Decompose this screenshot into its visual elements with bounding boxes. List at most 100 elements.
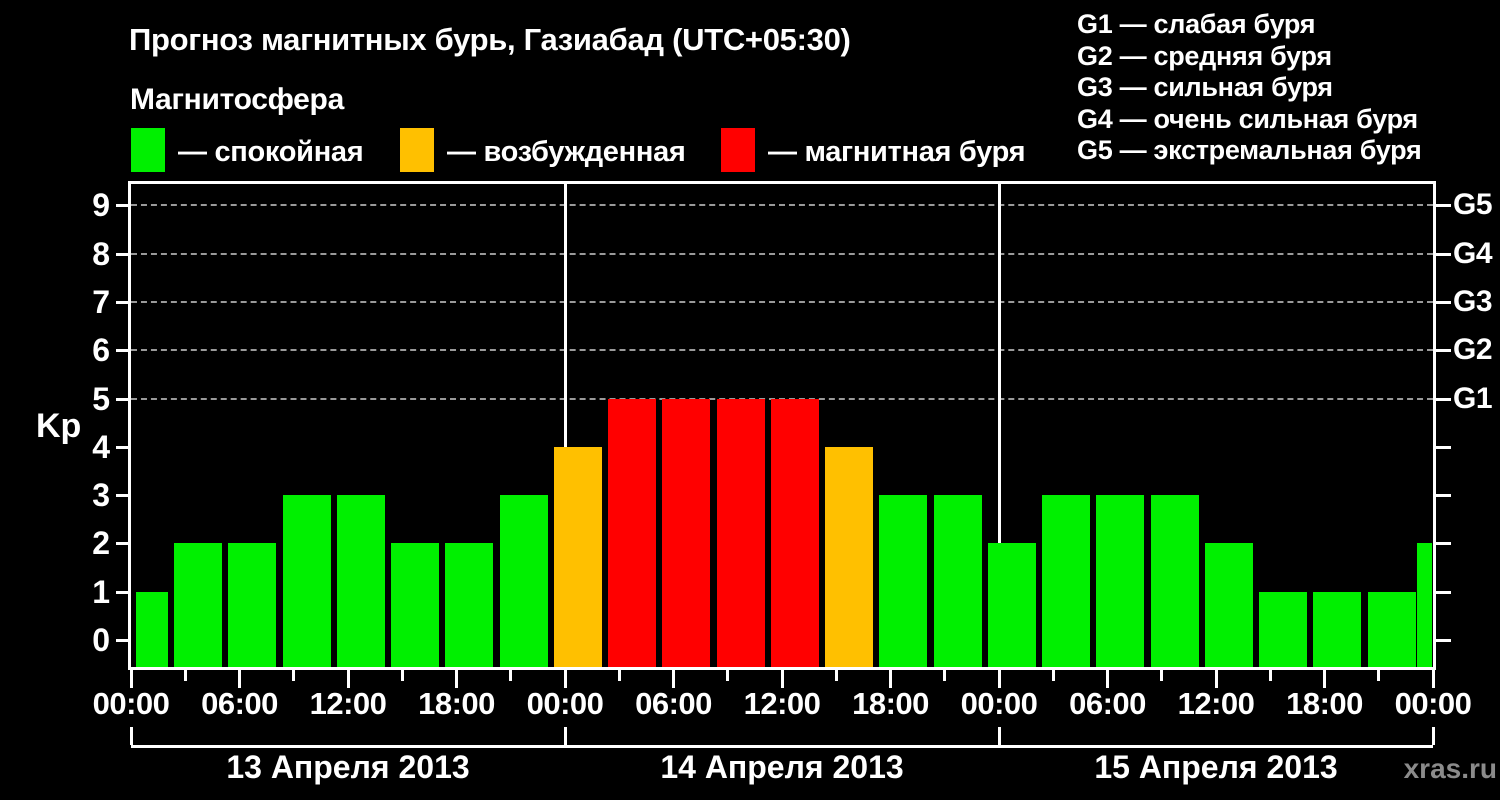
- x-axis-major-tick: [1214, 670, 1218, 688]
- kp-bar: [391, 543, 439, 667]
- x-axis-major-tick: [455, 670, 458, 688]
- x-axis-major-tick: [346, 670, 350, 688]
- kp-bar: [553, 446, 602, 667]
- kp-bar: [282, 495, 331, 667]
- x-axis-minor-tick: [1268, 670, 1272, 681]
- day-separator-line: [997, 184, 1001, 667]
- day-separator-line: [563, 184, 567, 667]
- x-axis-label: 00:00: [1394, 686, 1472, 721]
- x-axis-label: 18:00: [1286, 686, 1363, 721]
- x-axis-major-tick: [1106, 670, 1109, 688]
- legend-swatch-quiet: [131, 128, 165, 172]
- watermark: xras.ru: [1403, 753, 1497, 784]
- x-axis-label: 00:00: [960, 686, 1038, 721]
- x-axis-minor-tick: [1377, 670, 1381, 681]
- y-axis-tick: [116, 204, 131, 208]
- x-axis-label: 06:00: [1069, 686, 1146, 721]
- right-axis-tick: [1436, 445, 1451, 449]
- x-axis-minor-tick: [617, 670, 621, 681]
- right-axis-tick: [1436, 300, 1451, 304]
- g-scale-legend: G1 — слабая буря G2 — средняя буря G3 — си…: [1077, 9, 1422, 167]
- x-axis-major-tick: [1431, 670, 1435, 688]
- kp-bar: [879, 495, 928, 667]
- y-axis-tick: [116, 590, 131, 594]
- kp-bar: [1259, 591, 1307, 667]
- x-axis-label: 18:00: [852, 686, 929, 721]
- legend-label-excited: — возбужденная: [447, 136, 686, 168]
- kp-bar: [662, 398, 711, 667]
- g-legend-line: G2 — средняя буря: [1077, 40, 1332, 71]
- y-axis-tick: [116, 300, 131, 304]
- y-axis-tick: [116, 639, 131, 642]
- x-axis-major-tick: [129, 670, 133, 688]
- gridline-kp-9: [131, 204, 1433, 207]
- date-label: 13 Апреля 2013: [226, 749, 470, 785]
- legend-label-storm: — магнитная буря: [768, 136, 1026, 168]
- gridline-kp-6: [131, 349, 1433, 352]
- right-axis-tick: [1436, 204, 1451, 208]
- date-bracket-tick: [997, 727, 1001, 745]
- x-axis-label: 12:00: [1177, 686, 1255, 721]
- y-axis-tick: [116, 397, 131, 401]
- g-scale-label: G1: [1453, 381, 1493, 415]
- kp-bar: [1150, 495, 1199, 667]
- y-axis-tick: [116, 542, 131, 546]
- y-axis-label: 8: [92, 235, 110, 272]
- date-label: 15 Апреля 2013: [1094, 749, 1338, 785]
- legend-swatch-excited: [400, 128, 434, 172]
- x-axis-major-tick: [1323, 670, 1326, 688]
- kp-bar: [1042, 495, 1090, 667]
- date-bracket-tick: [563, 727, 567, 745]
- x-axis-minor-tick: [400, 670, 404, 681]
- x-axis-label: 00:00: [92, 686, 170, 721]
- kp-bar: [770, 398, 819, 667]
- g-legend-line: G5 — экстремальная буря: [1077, 135, 1422, 166]
- kp-bar: [716, 398, 765, 667]
- page-title: Прогноз магнитных бурь, Газиабад (UTC+05…: [129, 22, 851, 57]
- date-bracket-tick: [129, 727, 133, 745]
- x-axis-major-tick: [889, 670, 892, 688]
- x-axis-minor-tick: [183, 670, 187, 681]
- g-legend-line: G1 — слабая буря: [1077, 9, 1316, 39]
- right-axis-tick: [1436, 494, 1451, 498]
- y-axis-title: Kp: [36, 407, 82, 445]
- y-axis-tick: [116, 445, 131, 449]
- g-scale-label: G3: [1453, 284, 1493, 318]
- y-axis-label: 7: [92, 283, 110, 320]
- legend-label-quiet: — спокойная: [178, 136, 364, 168]
- x-axis-minor-tick: [834, 670, 838, 681]
- x-axis-major-tick: [238, 670, 241, 688]
- gridline-kp-7: [131, 300, 1433, 303]
- kp-bar: [499, 495, 548, 667]
- y-axis-label: 1: [92, 573, 110, 610]
- right-axis-tick: [1436, 252, 1451, 256]
- kp-bar: [1313, 591, 1362, 667]
- g-legend-line: G4 — очень сильная буря: [1077, 103, 1418, 134]
- right-axis-tick: [1436, 542, 1451, 546]
- x-axis-minor-tick: [1051, 670, 1055, 681]
- gridline-kp-8: [131, 252, 1433, 255]
- x-axis-minor-tick: [726, 670, 730, 681]
- g-legend-line: G3 — сильная буря: [1077, 72, 1333, 103]
- right-axis-tick: [1436, 349, 1451, 353]
- kp-bar: [136, 591, 168, 667]
- x-axis-minor-tick: [1160, 670, 1164, 681]
- kp-bar: [336, 495, 385, 667]
- x-axis-minor-tick: [509, 670, 513, 681]
- y-axis-label: 3: [92, 477, 110, 514]
- kp-bar: [1204, 543, 1253, 667]
- x-axis-major-tick: [780, 670, 784, 688]
- kp-bar: [1096, 495, 1145, 667]
- date-label: 14 Апреля 2013: [660, 749, 904, 785]
- magnetosphere-label: Магнитосфера: [130, 83, 344, 116]
- x-axis-label: 12:00: [309, 686, 387, 721]
- kp-bar: [933, 495, 982, 667]
- g-scale-label: G5: [1453, 188, 1493, 222]
- plot-area: [128, 181, 1436, 670]
- right-axis-tick: [1436, 590, 1451, 594]
- x-axis-minor-tick: [292, 670, 296, 681]
- right-axis-tick: [1436, 639, 1451, 642]
- kp-bar: [1367, 591, 1416, 667]
- g-scale-label: G4: [1453, 236, 1493, 270]
